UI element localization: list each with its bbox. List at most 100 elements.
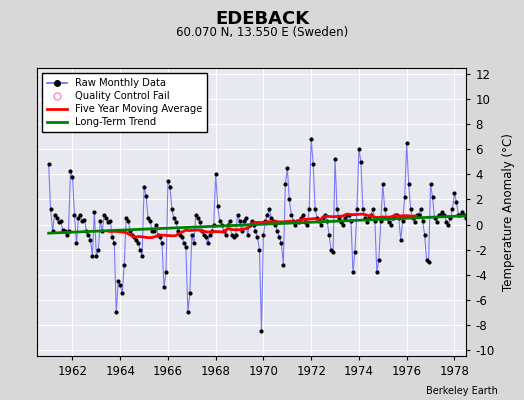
- Point: [230, 234, 238, 240]
- Point: [400, 194, 409, 200]
- Point: [144, 215, 152, 222]
- Point: [223, 221, 232, 228]
- Point: [58, 226, 67, 233]
- Point: [424, 259, 433, 265]
- Point: [414, 211, 423, 218]
- Point: [472, 259, 481, 265]
- Point: [108, 234, 116, 240]
- Point: [190, 240, 198, 246]
- Point: [458, 209, 466, 215]
- Point: [269, 218, 278, 224]
- Point: [92, 253, 101, 259]
- Point: [54, 219, 63, 225]
- Point: [148, 228, 156, 234]
- Point: [263, 211, 271, 218]
- Point: [412, 211, 421, 218]
- Point: [377, 218, 385, 224]
- Point: [100, 211, 108, 218]
- Point: [257, 328, 266, 334]
- Point: [126, 228, 134, 234]
- Point: [283, 165, 291, 171]
- Point: [450, 190, 458, 196]
- Point: [138, 253, 146, 259]
- Point: [140, 184, 148, 190]
- Point: [122, 215, 130, 222]
- Point: [184, 309, 192, 315]
- Point: [70, 211, 79, 218]
- Point: [347, 218, 355, 224]
- Point: [389, 215, 397, 222]
- Point: [136, 246, 144, 253]
- Point: [321, 211, 329, 218]
- Point: [442, 219, 451, 225]
- Point: [454, 211, 463, 218]
- Point: [373, 269, 381, 275]
- Point: [427, 181, 435, 188]
- Point: [68, 174, 77, 180]
- Point: [233, 211, 242, 218]
- Point: [118, 290, 126, 296]
- Point: [215, 218, 224, 224]
- Point: [174, 228, 182, 234]
- Point: [225, 218, 234, 224]
- Point: [466, 221, 475, 228]
- Point: [349, 269, 357, 275]
- Point: [383, 215, 391, 222]
- Point: [359, 206, 367, 213]
- Point: [444, 221, 453, 228]
- Point: [434, 211, 443, 218]
- Point: [410, 219, 419, 225]
- Point: [329, 249, 337, 255]
- Point: [353, 206, 361, 213]
- Point: [333, 206, 341, 213]
- Point: [180, 240, 188, 246]
- Point: [361, 215, 369, 222]
- Point: [417, 206, 425, 213]
- Point: [273, 228, 281, 234]
- Point: [301, 219, 310, 225]
- Point: [77, 211, 85, 218]
- Point: [154, 231, 162, 238]
- Point: [72, 240, 81, 246]
- Point: [456, 211, 465, 218]
- Point: [311, 206, 319, 213]
- Point: [124, 218, 133, 224]
- Point: [217, 221, 226, 228]
- Point: [309, 161, 318, 168]
- Point: [249, 221, 258, 228]
- Point: [112, 309, 121, 315]
- Point: [438, 209, 446, 215]
- Y-axis label: Temperature Anomaly (°C): Temperature Anomaly (°C): [501, 133, 515, 291]
- Point: [188, 231, 196, 238]
- Point: [90, 209, 99, 215]
- Point: [281, 181, 290, 188]
- Point: [293, 218, 301, 224]
- Point: [114, 278, 123, 284]
- Point: [432, 219, 441, 225]
- Point: [52, 215, 61, 222]
- Point: [182, 244, 190, 250]
- Point: [152, 221, 160, 228]
- Point: [146, 218, 154, 224]
- Point: [96, 218, 104, 224]
- Point: [397, 236, 405, 243]
- Point: [327, 246, 335, 253]
- Point: [303, 221, 311, 228]
- Point: [470, 256, 478, 263]
- Point: [116, 282, 124, 288]
- Point: [279, 261, 288, 268]
- Point: [150, 228, 158, 234]
- Legend: Raw Monthly Data, Quality Control Fail, Five Year Moving Average, Long-Term Tren: Raw Monthly Data, Quality Control Fail, …: [42, 73, 207, 132]
- Point: [363, 219, 371, 225]
- Point: [205, 231, 214, 238]
- Point: [242, 215, 250, 222]
- Point: [420, 231, 429, 238]
- Point: [387, 221, 395, 228]
- Point: [45, 161, 53, 168]
- Point: [192, 211, 200, 218]
- Point: [369, 206, 377, 213]
- Point: [299, 211, 308, 218]
- Point: [210, 221, 218, 228]
- Point: [227, 231, 236, 238]
- Point: [355, 146, 363, 152]
